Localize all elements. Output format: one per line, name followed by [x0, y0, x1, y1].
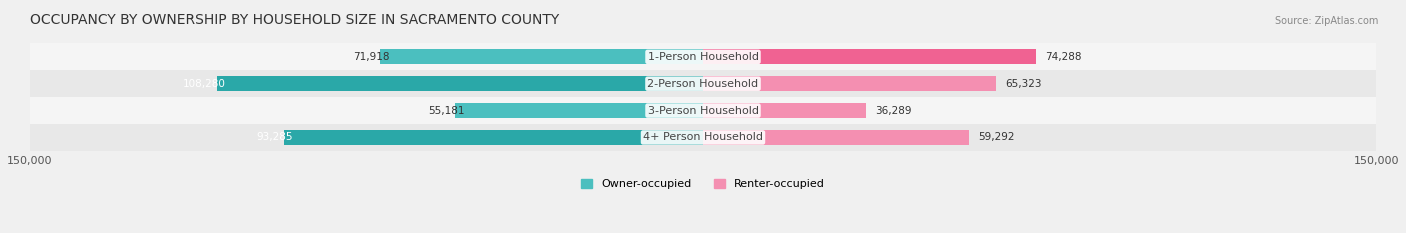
Text: Source: ZipAtlas.com: Source: ZipAtlas.com: [1274, 16, 1378, 26]
Text: 36,289: 36,289: [875, 106, 911, 116]
Text: 74,288: 74,288: [1046, 52, 1083, 62]
Bar: [30, 97, 1376, 124]
Text: 55,181: 55,181: [427, 106, 464, 116]
Text: 93,285: 93,285: [257, 132, 294, 142]
Text: 2-Person Household: 2-Person Household: [647, 79, 759, 89]
Bar: [30, 70, 1376, 97]
Legend: Owner-occupied, Renter-occupied: Owner-occupied, Renter-occupied: [576, 175, 830, 194]
Text: 108,280: 108,280: [183, 79, 226, 89]
Bar: [703, 130, 969, 145]
Bar: [30, 43, 1376, 70]
Bar: [703, 103, 866, 118]
Text: 4+ Person Household: 4+ Person Household: [643, 132, 763, 142]
Text: 1-Person Household: 1-Person Household: [648, 52, 758, 62]
Bar: [380, 49, 703, 64]
Bar: [456, 103, 703, 118]
Text: 71,918: 71,918: [353, 52, 389, 62]
Text: 59,292: 59,292: [979, 132, 1015, 142]
Bar: [30, 124, 1376, 151]
Bar: [703, 49, 1036, 64]
Text: 3-Person Household: 3-Person Household: [648, 106, 758, 116]
Text: 65,323: 65,323: [1005, 79, 1042, 89]
Bar: [284, 130, 703, 145]
Bar: [703, 76, 997, 91]
Text: OCCUPANCY BY OWNERSHIP BY HOUSEHOLD SIZE IN SACRAMENTO COUNTY: OCCUPANCY BY OWNERSHIP BY HOUSEHOLD SIZE…: [30, 13, 560, 27]
Bar: [217, 76, 703, 91]
